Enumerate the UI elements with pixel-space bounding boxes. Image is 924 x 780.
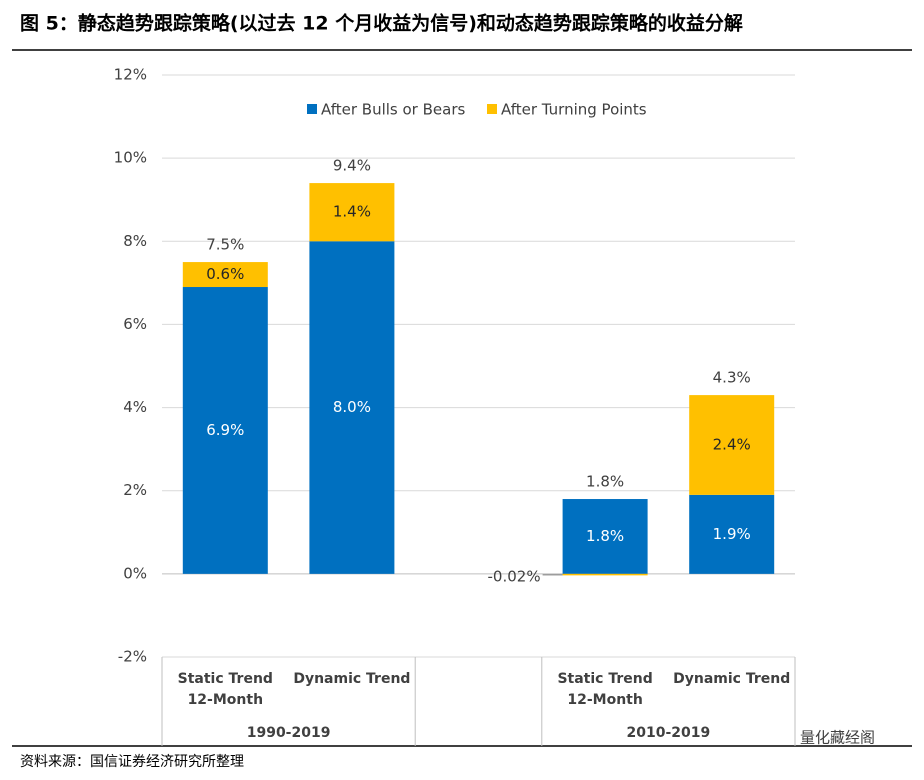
legend-swatch bbox=[307, 104, 317, 114]
bar-segment bbox=[689, 395, 775, 495]
bar-segment bbox=[309, 241, 395, 574]
data-label: 1.8% bbox=[586, 527, 624, 545]
page-title: 图 5：静态趋势跟踪策略(以过去 12 个月收益为信号)和动态趋势跟踪策略的收益… bbox=[20, 12, 743, 35]
total-label: 1.8% bbox=[586, 473, 624, 491]
bar-segment bbox=[562, 499, 648, 574]
x-tick-label: Static Trend bbox=[557, 671, 652, 687]
x-tick-label: 12-Month bbox=[567, 692, 642, 708]
y-tick-label: 2% bbox=[123, 481, 147, 499]
total-label: 9.4% bbox=[333, 157, 371, 175]
data-label: 8.0% bbox=[333, 398, 371, 416]
data-label: 0.6% bbox=[206, 265, 244, 283]
x-tick-label: 12-Month bbox=[188, 692, 263, 708]
x-tick-label: Static Trend bbox=[178, 671, 273, 687]
data-label: 1.4% bbox=[333, 203, 371, 221]
y-tick-label: 10% bbox=[114, 149, 147, 167]
total-label: 4.3% bbox=[713, 369, 751, 387]
y-tick-label: 8% bbox=[123, 232, 147, 250]
data-label: 1.9% bbox=[713, 525, 751, 543]
data-label: 6.9% bbox=[206, 421, 244, 439]
source: 资料来源：国信证券经济研究所整理 bbox=[20, 754, 244, 770]
x-tick-label: Dynamic Trend bbox=[673, 671, 790, 687]
bar-segment bbox=[309, 183, 395, 242]
y-tick-label: 4% bbox=[123, 398, 147, 416]
legend-swatch bbox=[487, 104, 497, 114]
bar-segment bbox=[689, 494, 775, 574]
bar-segment bbox=[562, 573, 648, 576]
group-label: 2010-2019 bbox=[627, 725, 711, 741]
y-tick-label: 6% bbox=[123, 315, 147, 333]
total-label: 7.5% bbox=[206, 236, 244, 254]
data-label: 2.4% bbox=[713, 435, 751, 453]
bar-segment bbox=[182, 262, 268, 288]
y-tick-label: 12% bbox=[114, 66, 147, 84]
legend-label: After Turning Points bbox=[501, 101, 647, 119]
watermark: 量化藏经阁 bbox=[800, 729, 875, 747]
y-tick-label: 0% bbox=[123, 564, 147, 582]
y-tick-label: -2% bbox=[118, 648, 147, 666]
data-label: -0.02% bbox=[488, 567, 541, 585]
group-label: 1990-2019 bbox=[247, 725, 331, 741]
bar-segment bbox=[182, 287, 268, 574]
legend-label: After Bulls or Bears bbox=[321, 101, 465, 119]
x-tick-label: Dynamic Trend bbox=[293, 671, 410, 687]
